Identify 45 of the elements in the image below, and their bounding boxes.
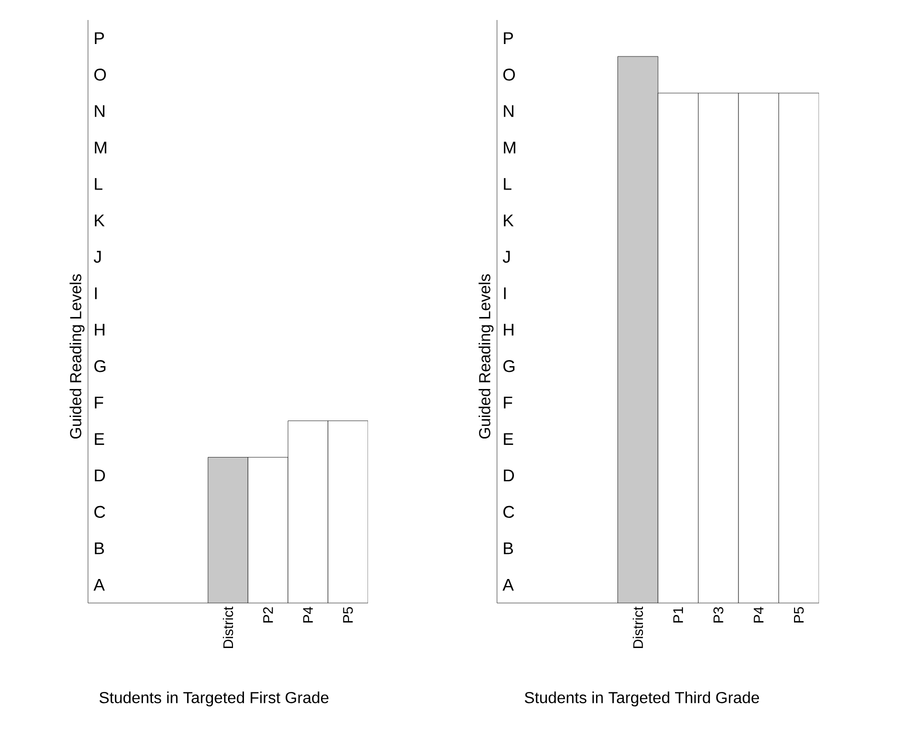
x-tick-label: P5: [343, 607, 353, 622]
category-label: L: [504, 178, 512, 190]
category-label: K: [94, 214, 105, 226]
x-axis-title: Students in Targeted Third Grade: [524, 692, 760, 706]
x-tick-label: P2: [263, 607, 273, 622]
category-label: M: [94, 142, 106, 154]
category-label: F: [94, 396, 104, 408]
category-label: M: [504, 142, 516, 154]
x-tick-label: District: [222, 606, 234, 648]
category-label: I: [95, 287, 97, 300]
category-label: G: [94, 360, 106, 372]
category-label: I: [504, 287, 506, 300]
category-label: A: [94, 578, 105, 591]
category-label: G: [503, 360, 514, 372]
category-label: D: [94, 470, 105, 482]
category-label: C: [94, 506, 106, 518]
category-label: N: [504, 105, 514, 117]
category-label: O: [94, 68, 106, 81]
x-tick-label: District: [632, 606, 644, 648]
x-tick-label: P4: [754, 606, 764, 622]
category-label: A: [502, 578, 514, 591]
x-tick-label: P3: [713, 607, 724, 622]
category-label: P: [504, 32, 513, 44]
category-label: O: [503, 68, 515, 81]
category-label: B: [504, 542, 513, 554]
category-label: F: [504, 396, 512, 408]
y-axis-title: Guided Reading Levels: [478, 274, 494, 439]
category-label: N: [94, 105, 104, 117]
category-label: H: [504, 324, 514, 336]
x-tick-label: P5: [794, 607, 804, 622]
category-label: H: [94, 324, 104, 336]
category-label: K: [504, 214, 514, 226]
category-label: J: [94, 250, 101, 263]
category-label: B: [94, 542, 104, 554]
category-label: L: [94, 178, 102, 190]
category-label: E: [504, 433, 514, 445]
category-label: C: [503, 506, 514, 518]
category-label: E: [94, 433, 104, 445]
x-tick-label: P4: [303, 606, 313, 622]
y-axis-title: Guided Reading Levels: [70, 274, 84, 439]
category-label: D: [504, 470, 514, 482]
category-label: J: [502, 250, 510, 263]
category-label: P: [94, 32, 104, 44]
x-tick-label: P1: [673, 607, 683, 622]
x-axis-title: Students in Targeted First Grade: [100, 692, 328, 706]
